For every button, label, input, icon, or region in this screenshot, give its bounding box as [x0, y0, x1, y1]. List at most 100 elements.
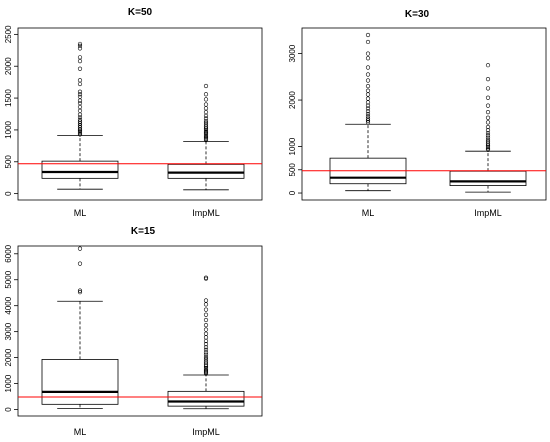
y-tick-label-k50-1500: 1500	[4, 89, 13, 107]
outlier-impml-k50-18	[203, 102, 209, 107]
panel-k15: K=15 0 1000 2000 3000 4000 5000 6000 ML ImpML	[4, 226, 263, 437]
outlier-ml-k30-1	[365, 118, 371, 123]
y-tick-label-k50-500: 500	[4, 155, 13, 169]
outlier-ml-k30-19	[365, 32, 371, 38]
outlier-ml-k50-15	[77, 98, 83, 103]
outlier-impml-k30-7	[485, 135, 491, 140]
outlier-ml-k50-3	[77, 128, 83, 133]
y-tick-label-k50-0: 0	[4, 191, 13, 196]
plot-area-k50	[17, 27, 263, 201]
outlier-impml-k30-1	[485, 146, 491, 151]
y-tick-label-k30-3000: 3000	[288, 44, 297, 62]
outlier-impml-k30-19	[485, 63, 491, 68]
outlier-impml-k50-21	[203, 83, 209, 89]
y-tick-label-k15-1000: 1000	[4, 374, 13, 392]
outlier-ml-k30-6	[365, 106, 371, 111]
y-tick-label-k30-1000: 1000	[288, 137, 297, 155]
outlier-impml-k30-12	[485, 120, 491, 125]
y-tick-label-k15-3000: 3000	[4, 322, 13, 340]
outlier-ml-k50-11	[77, 112, 83, 117]
outlier-ml-k30-10	[365, 92, 371, 97]
category-label-ml-k50: ML	[74, 208, 87, 218]
box-impml-k30	[449, 170, 527, 186]
outlier-impml-k15-11	[203, 354, 209, 360]
outlier-ml-k15-3	[77, 246, 83, 251]
outlier-impml-k50-12	[203, 120, 209, 126]
outlier-impml-k50-19	[203, 97, 209, 102]
outlier-ml-k30-11	[365, 88, 371, 93]
outlier-ml-k15-1	[77, 288, 83, 293]
outlier-impml-k30-11	[485, 124, 491, 130]
y-tick-label-k50-1000: 1000	[4, 120, 13, 138]
outlier-ml-k30-14	[365, 72, 371, 77]
panel-title-k50: K=50	[128, 7, 153, 18]
y-tick-label-k50-2000: 2000	[4, 57, 13, 75]
outlier-ml-k50-16	[77, 94, 83, 99]
y-tick-label-k15-6000: 6000	[4, 244, 13, 262]
outlier-ml-k15-2	[77, 261, 83, 266]
outlier-ml-k50-9	[77, 117, 83, 122]
outlier-impml-k50-20	[203, 92, 209, 97]
y-axis-k50: 0 500 1000 1500 2000 2500	[4, 25, 18, 196]
outlier-ml-k30-15	[365, 65, 371, 70]
y-axis-k30: 0 500 1000 2000 3000	[288, 44, 302, 195]
outlier-impml-k15-18	[203, 335, 209, 340]
outlier-impml-k15-12	[203, 352, 209, 357]
outlier-ml-k50-17	[77, 92, 83, 97]
category-label-impml-k50: ImpML	[192, 208, 220, 218]
y-tick-label-k30-500: 500	[288, 163, 297, 177]
outlier-impml-k30-8	[485, 133, 491, 138]
outlier-ml-k50-18	[77, 89, 83, 94]
outlier-impml-k50-13	[203, 118, 209, 124]
outlier-ml-k30-12	[365, 84, 371, 89]
outlier-impml-k50-7	[203, 129, 209, 134]
outlier-impml-k30-0	[485, 147, 491, 152]
outlier-ml-k50-24	[77, 46, 83, 51]
y-tick-label-k15-5000: 5000	[4, 270, 13, 288]
outlier-ml-k50-25	[77, 43, 83, 48]
outlier-impml-k15-19	[203, 331, 209, 336]
outlier-impml-k15-5	[203, 365, 209, 371]
outlier-impml-k15-24	[203, 307, 209, 312]
outlier-impml-k15-14	[203, 347, 209, 352]
outlier-impml-k50-14	[203, 116, 209, 121]
outlier-impml-k50-8	[203, 127, 209, 133]
category-label-ml-k30: ML	[362, 208, 375, 218]
outlier-impml-k15-9	[203, 359, 209, 364]
outlier-ml-k50-13	[77, 104, 83, 110]
outlier-ml-k30-3	[365, 114, 371, 119]
outlier-impml-k30-10	[485, 128, 491, 133]
outlier-ml-k50-26	[77, 41, 83, 47]
outlier-ml-k30-18	[365, 39, 371, 45]
outlier-ml-k30-4	[365, 111, 371, 117]
outlier-impml-k15-13	[203, 350, 209, 355]
outlier-ml-k30-13	[365, 78, 371, 83]
plot-marks-k50	[18, 41, 262, 191]
outlier-impml-k15-21	[203, 323, 209, 328]
outlier-ml-k30-16	[365, 56, 371, 61]
outlier-impml-k30-9	[485, 130, 491, 136]
outlier-impml-k15-22	[203, 317, 209, 323]
outlier-ml-k30-2	[365, 116, 371, 121]
box-impml-k50	[167, 163, 245, 179]
outlier-impml-k15-10	[203, 357, 209, 362]
y-tick-label-k15-4000: 4000	[4, 296, 13, 314]
outlier-ml-k50-21	[77, 66, 83, 71]
outlier-impml-k50-15	[203, 113, 209, 119]
outlier-impml-k15-28	[203, 275, 209, 280]
plot-marks-k30	[302, 32, 546, 193]
outlier-impml-k15-3	[203, 368, 209, 373]
outlier-impml-k30-16	[485, 95, 491, 100]
outlier-impml-k30-18	[485, 77, 491, 82]
y-axis-k15: 0 1000 2000 3000 4000 5000 6000	[4, 244, 18, 412]
outlier-impml-k30-13	[485, 115, 491, 120]
panel-k50: K=50 0 500 1000 1500 2000 2500 ML ImpML	[4, 7, 263, 218]
outlier-ml-k50-23	[77, 55, 83, 60]
y-tick-label-k30-2000: 2000	[288, 91, 297, 109]
plot-marks-k15	[18, 246, 262, 410]
category-label-ml-k15: ML	[74, 427, 87, 437]
panel-title-k30: K=30	[405, 9, 430, 20]
outlier-ml-k50-2	[77, 129, 83, 134]
box-impml-k15	[167, 390, 245, 407]
